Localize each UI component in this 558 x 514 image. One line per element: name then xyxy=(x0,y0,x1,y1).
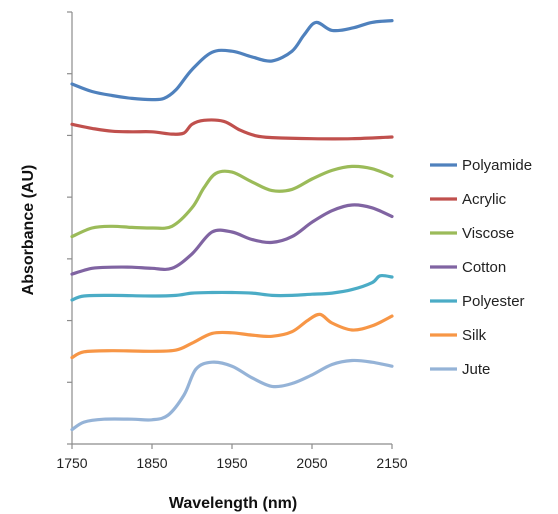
x-tick-label: 2150 xyxy=(376,455,407,471)
series-line-cotton xyxy=(70,203,394,276)
legend-label-cotton: Cotton xyxy=(462,259,506,276)
legend-label-silk: Silk xyxy=(462,327,487,344)
legend: Polyamide Acrylic Viscose Cotton Polyester Si… xyxy=(430,157,532,378)
series-line-acrylic xyxy=(70,118,394,141)
series-line-viscose xyxy=(70,164,394,239)
series-lines xyxy=(70,19,394,432)
y-ticks xyxy=(67,11,72,445)
legend-label-viscose: Viscose xyxy=(462,225,514,242)
x-tick-label: 1950 xyxy=(216,455,247,471)
x-tick-label: 1750 xyxy=(56,455,87,471)
series-line-polyester xyxy=(70,273,394,302)
x-ticks: 1750 1850 1950 2050 2150 xyxy=(56,444,408,471)
x-tick-label: 1850 xyxy=(136,455,167,471)
legend-label-acrylic: Acrylic xyxy=(462,191,507,208)
legend-label-polyester: Polyester xyxy=(462,293,525,310)
series-line-polyamide xyxy=(70,19,394,102)
series-line-silk xyxy=(70,312,394,360)
y-axis-title: Absorbance (AU) xyxy=(20,165,37,296)
legend-label-jute: Jute xyxy=(462,361,490,378)
series-line-jute xyxy=(70,358,394,432)
legend-label-polyamide: Polyamide xyxy=(462,157,532,174)
x-axis-title: Wavelength (nm) xyxy=(169,495,297,512)
x-tick-label: 2050 xyxy=(296,455,327,471)
